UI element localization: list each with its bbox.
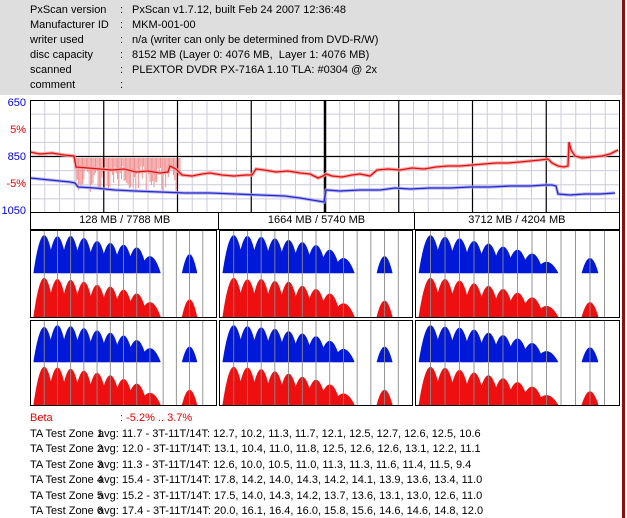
info-colon: :	[120, 79, 124, 91]
ta-zone-row-5: TA Test Zone 5 avg: 15.2 - 3T-11T/14T: 17…	[0, 489, 620, 505]
ta-histogram-panel-1	[30, 230, 217, 318]
y-axis-label-650: 650	[7, 97, 26, 109]
zone-label: TA Test Zone 6	[30, 505, 103, 517]
info-row-version: PxScan version: PxScan v1.7.12, built Feb…	[0, 3, 622, 18]
y-axis-label-1050: 1050	[1, 205, 26, 217]
beta-value: : -5.2% .. 3.7%	[120, 411, 620, 427]
info-value: 8152 MB (Layer 0: 4076 MB, Layer 1: 4076…	[132, 49, 370, 61]
info-row-capacity: disc capacity:8152 MB (Layer 0: 4076 MB,…	[0, 48, 622, 63]
ta-zone-row-4: TA Test Zone 4 avg: 15.4 - 3T-11T/14T: 17…	[0, 473, 620, 489]
info-label: PxScan version	[30, 4, 107, 16]
zone-values: avg: 11.7 - 3T-11T/14T: 12.7, 10.2, 11.3…	[98, 427, 481, 440]
ta-histogram-canvas	[222, 231, 399, 317]
x-axis-segment-row: 128 MB / 7788 MB 1664 MB / 5740 MB 3712 …	[30, 213, 620, 230]
ta-zone-row-6: TA Test Zone 6 avg: 17.4 - 3T-11T/14T: 20…	[0, 504, 620, 518]
zone-values: avg: 15.2 - 3T-11T/14T: 17.5, 14.0, 14.3…	[98, 489, 483, 502]
ta-histogram-canvas	[33, 321, 204, 405]
y-axis-label-5pct: 5%	[10, 124, 26, 136]
zone-values: avg: 15.4 - 3T-11T/14T: 17.8, 14.2, 14.0…	[98, 474, 483, 486]
info-colon: :	[120, 19, 124, 31]
info-colon: :	[120, 4, 124, 16]
info-colon: :	[120, 34, 124, 46]
ta-histogram-band-1	[30, 230, 620, 318]
info-row-manufacturer: Manufacturer ID: MKM-001-00	[0, 18, 622, 33]
ta-histogram-panel-6	[415, 320, 620, 406]
segment-label-zone-b: 1664 MB / 5740 MB	[219, 213, 415, 229]
ta-histogram-canvas	[33, 231, 204, 317]
info-value: n/a (writer can only be determined from …	[132, 34, 379, 46]
ta-histogram-panel-5	[219, 320, 413, 406]
info-colon: :	[120, 64, 124, 76]
ta-histogram-canvas	[418, 231, 605, 317]
zone-values: avg: 17.4 - 3T-11T/14T: 20.0, 16.1, 16.4…	[98, 505, 484, 517]
ta-histogram-band-2	[30, 320, 620, 406]
info-label: Manufacturer ID	[30, 19, 109, 31]
ta-histogram-canvas	[222, 321, 399, 405]
info-label: comment	[30, 79, 76, 91]
info-row-scanned: scanned: PLEXTOR DVDR PX-716A 1.10 TLA: #…	[0, 63, 622, 78]
beta-range: -5.2% .. 3.7%	[126, 412, 193, 424]
zone-label: TA Test Zone 5	[30, 489, 103, 502]
zone-label: TA Test Zone 3	[30, 458, 103, 471]
ta-zone-row-1: TA Test Zone 1 avg: 11.7 - 3T-11T/14T: 12…	[0, 427, 620, 443]
beta-chart-canvas	[29, 100, 620, 213]
segment-label-zone-c: 3712 MB / 4204 MB	[468, 214, 566, 226]
right-border-stripe	[622, 0, 625, 518]
info-value	[132, 78, 622, 93]
y-axis-label-850: 850	[7, 151, 26, 163]
ta-histogram-panel-4	[30, 320, 217, 406]
ta-zone-row-2: TA Test Zone 2 avg: 12.0 - 3T-11T/14T: 13…	[0, 442, 620, 458]
ta-histogram-panel-2	[219, 230, 413, 318]
beta-label: Beta	[30, 412, 53, 424]
info-row-writer: writer used: n/a (writer can only be dete…	[0, 33, 622, 48]
zone-label: TA Test Zone 2	[30, 443, 103, 455]
scan-info-header: PxScan version: PxScan v1.7.12, built Feb…	[0, 0, 622, 95]
zone-label: TA Test Zone 4	[30, 474, 103, 486]
info-value: MKM-001-00	[132, 19, 196, 31]
result-text-block: Beta : -5.2% .. 3.7% TA Test Zone 1 avg: …	[0, 411, 620, 518]
info-value: PxScan v1.7.12, built Feb 24 2007 12:36:…	[132, 4, 347, 16]
info-label: writer used	[30, 34, 84, 46]
info-row-comment: comment:	[0, 78, 622, 93]
ta-histogram-panel-3	[415, 230, 620, 318]
beta-scan-chart	[29, 100, 620, 213]
ta-histogram-canvas	[418, 321, 605, 405]
segment-label-zone-a: 128 MB / 7788 MB	[31, 213, 220, 229]
zone-values: avg: 11.3 - 3T-11T/14T: 12.6, 10.0, 10.5…	[98, 458, 472, 471]
info-value: PLEXTOR DVDR PX-716A 1.10 TLA: #0304 @ 2…	[132, 64, 377, 76]
y-axis-label-neg5pct: -5%	[6, 178, 26, 190]
beta-colon: :	[120, 412, 124, 424]
info-label: scanned	[30, 64, 72, 76]
info-colon: :	[120, 49, 124, 61]
zone-label: TA Test Zone 1	[30, 427, 103, 440]
ta-zone-row-3: TA Test Zone 3 avg: 11.3 - 3T-11T/14T: 12…	[0, 458, 620, 474]
zone-values: avg: 12.0 - 3T-11T/14T: 13.1, 10.4, 11.0…	[98, 443, 481, 455]
info-label: disc capacity	[30, 49, 93, 61]
beta-result-row: Beta : -5.2% .. 3.7%	[0, 411, 620, 427]
